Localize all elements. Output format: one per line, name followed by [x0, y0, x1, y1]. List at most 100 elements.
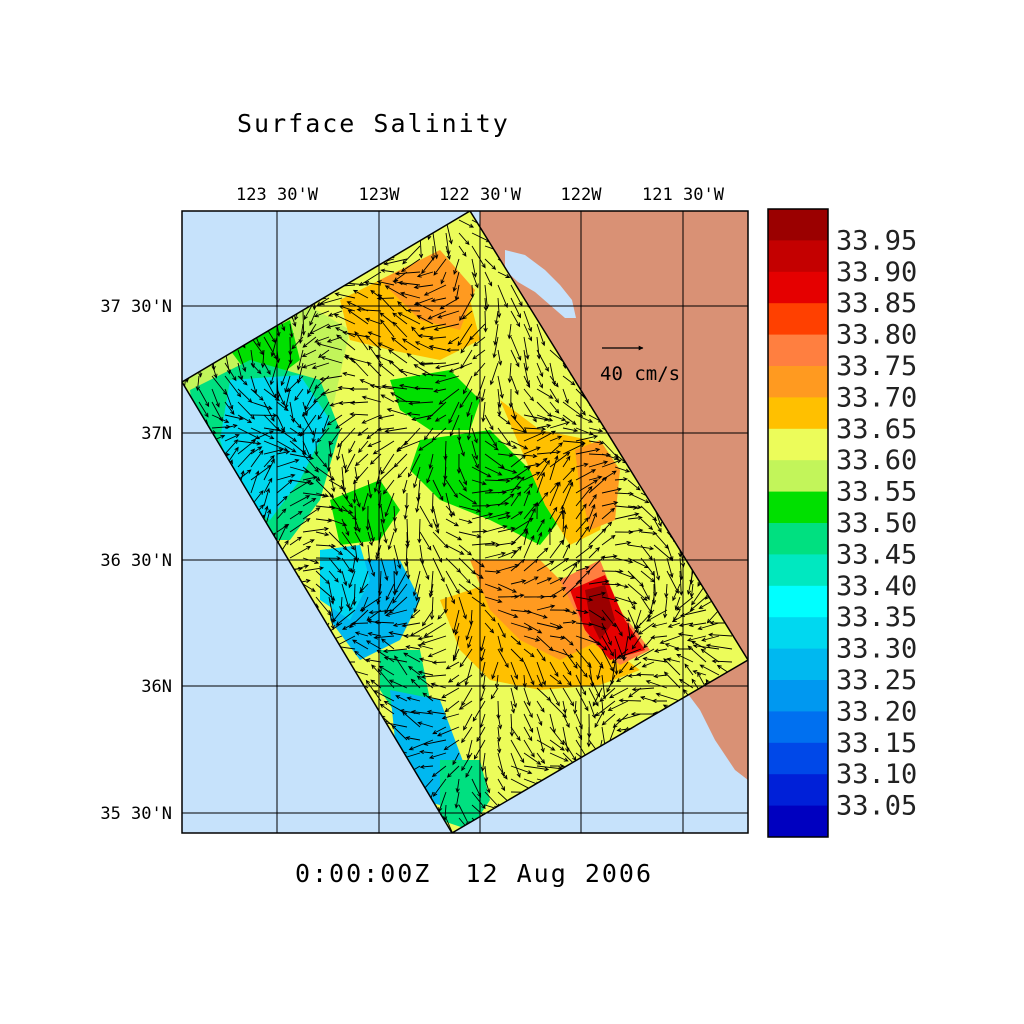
- velocity-arrow: [341, 518, 350, 537]
- velocity-arrow: [536, 388, 554, 399]
- velocity-arrow: [458, 440, 465, 457]
- velocity-arrow: [313, 310, 330, 318]
- velocity-arrow: [497, 466, 518, 474]
- velocity-arrow: [452, 752, 460, 766]
- velocity-arrow: [636, 672, 655, 677]
- velocity-arrow: [523, 323, 533, 342]
- velocity-arrow: [549, 455, 559, 481]
- velocity-arrow: [549, 622, 564, 629]
- velocity-arrow: [408, 739, 434, 751]
- velocity-arrow: [627, 505, 643, 510]
- velocity-arrow: [549, 421, 571, 429]
- velocity-arrow: [614, 512, 640, 520]
- velocity-arrow: [311, 427, 317, 444]
- velocity-arrow: [601, 470, 617, 481]
- velocity-arrow: [224, 388, 234, 410]
- velocity-arrow: [684, 663, 694, 676]
- velocity-arrow: [616, 713, 642, 723]
- colorbar-swatch: [768, 711, 828, 744]
- velocity-arrow: [403, 505, 408, 520]
- velocity-arrow: [405, 518, 410, 546]
- velocity-arrow: [497, 648, 509, 669]
- velocity-arrow: [358, 271, 382, 286]
- colorbar-label: 33.55: [836, 477, 917, 508]
- velocity-arrow: [510, 453, 538, 459]
- y-tick-label: 37 30'N: [100, 297, 172, 317]
- velocity-arrow: [465, 765, 473, 778]
- velocity-arrow: [471, 791, 486, 810]
- velocity-arrow: [426, 466, 434, 484]
- velocity-arrow: [377, 414, 395, 420]
- velocity-arrow: [419, 531, 432, 551]
- velocity-arrow: [387, 349, 408, 364]
- velocity-arrow: [307, 375, 317, 395]
- velocity-arrow: [301, 401, 317, 417]
- velocity-arrow: [392, 583, 408, 604]
- velocity-arrow: [523, 489, 531, 507]
- velocity-arrow: [457, 427, 462, 442]
- velocity-arrow: [423, 622, 447, 637]
- velocity-arrow: [471, 557, 485, 568]
- velocity-arrow: [289, 453, 315, 461]
- velocity-arrow: [372, 440, 395, 455]
- velocity-arrow: [331, 609, 343, 623]
- velocity-arrow: [250, 349, 256, 369]
- velocity-arrow: [523, 426, 547, 432]
- velocity-arrow: [350, 557, 356, 574]
- velocity-arrow: [269, 362, 278, 386]
- velocity-arrow: [497, 526, 516, 533]
- velocity-arrow: [601, 453, 620, 461]
- velocity-arrow: [640, 583, 650, 601]
- velocity-arrow: [614, 609, 631, 622]
- colorbar-label: 33.65: [836, 414, 917, 445]
- velocity-arrow: [497, 635, 504, 653]
- velocity-arrow: [211, 401, 223, 422]
- velocity-arrow: [497, 713, 503, 730]
- velocity-arrow: [509, 713, 515, 737]
- velocity-arrow: [463, 375, 473, 395]
- velocity-arrow: [375, 466, 395, 485]
- velocity-arrow: [601, 609, 617, 628]
- velocity-arrow: [382, 479, 395, 495]
- velocity-arrow: [562, 579, 583, 598]
- velocity-arrow: [428, 583, 434, 599]
- velocity-arrow: [428, 453, 434, 470]
- velocity-arrow: [391, 724, 408, 741]
- velocity-arrow: [403, 633, 421, 639]
- velocity-arrow: [601, 622, 612, 646]
- velocity-arrow: [401, 711, 421, 728]
- velocity-arrow: [430, 297, 447, 303]
- velocity-arrow: [536, 459, 550, 481]
- velocity-arrow: [413, 284, 434, 290]
- velocity-arrow: [421, 609, 434, 627]
- velocity-arrow: [319, 375, 343, 382]
- velocity-arrow: [510, 284, 523, 307]
- velocity-arrow: [454, 791, 460, 809]
- velocity-arrow: [224, 375, 242, 398]
- velocity-arrow: [403, 652, 421, 663]
- velocity-arrow: [601, 648, 614, 672]
- velocity-arrow: [666, 570, 679, 594]
- velocity-arrow: [377, 293, 395, 312]
- velocity-arrow: [536, 401, 552, 418]
- velocity-arrow: [405, 531, 410, 549]
- velocity-arrow: [466, 414, 473, 441]
- y-tick-label: 36 30'N: [100, 551, 172, 571]
- velocity-arrow: [479, 687, 486, 702]
- colorbar-swatch: [768, 523, 828, 555]
- velocity-arrow: [484, 583, 503, 591]
- velocity-arrow: [371, 664, 382, 676]
- velocity-arrow: [458, 245, 467, 257]
- velocity-arrow: [510, 579, 527, 585]
- velocity-arrow: [536, 375, 543, 389]
- velocity-arrow: [406, 308, 421, 313]
- velocity-arrow: [302, 475, 318, 481]
- velocity-arrow: [373, 635, 395, 640]
- velocity-arrow: [383, 656, 408, 663]
- velocity-arrow: [510, 466, 532, 481]
- velocity-arrow: [492, 336, 499, 359]
- velocity-arrow: [523, 661, 535, 686]
- velocity-arrow: [536, 713, 543, 727]
- velocity-arrow: [562, 427, 579, 433]
